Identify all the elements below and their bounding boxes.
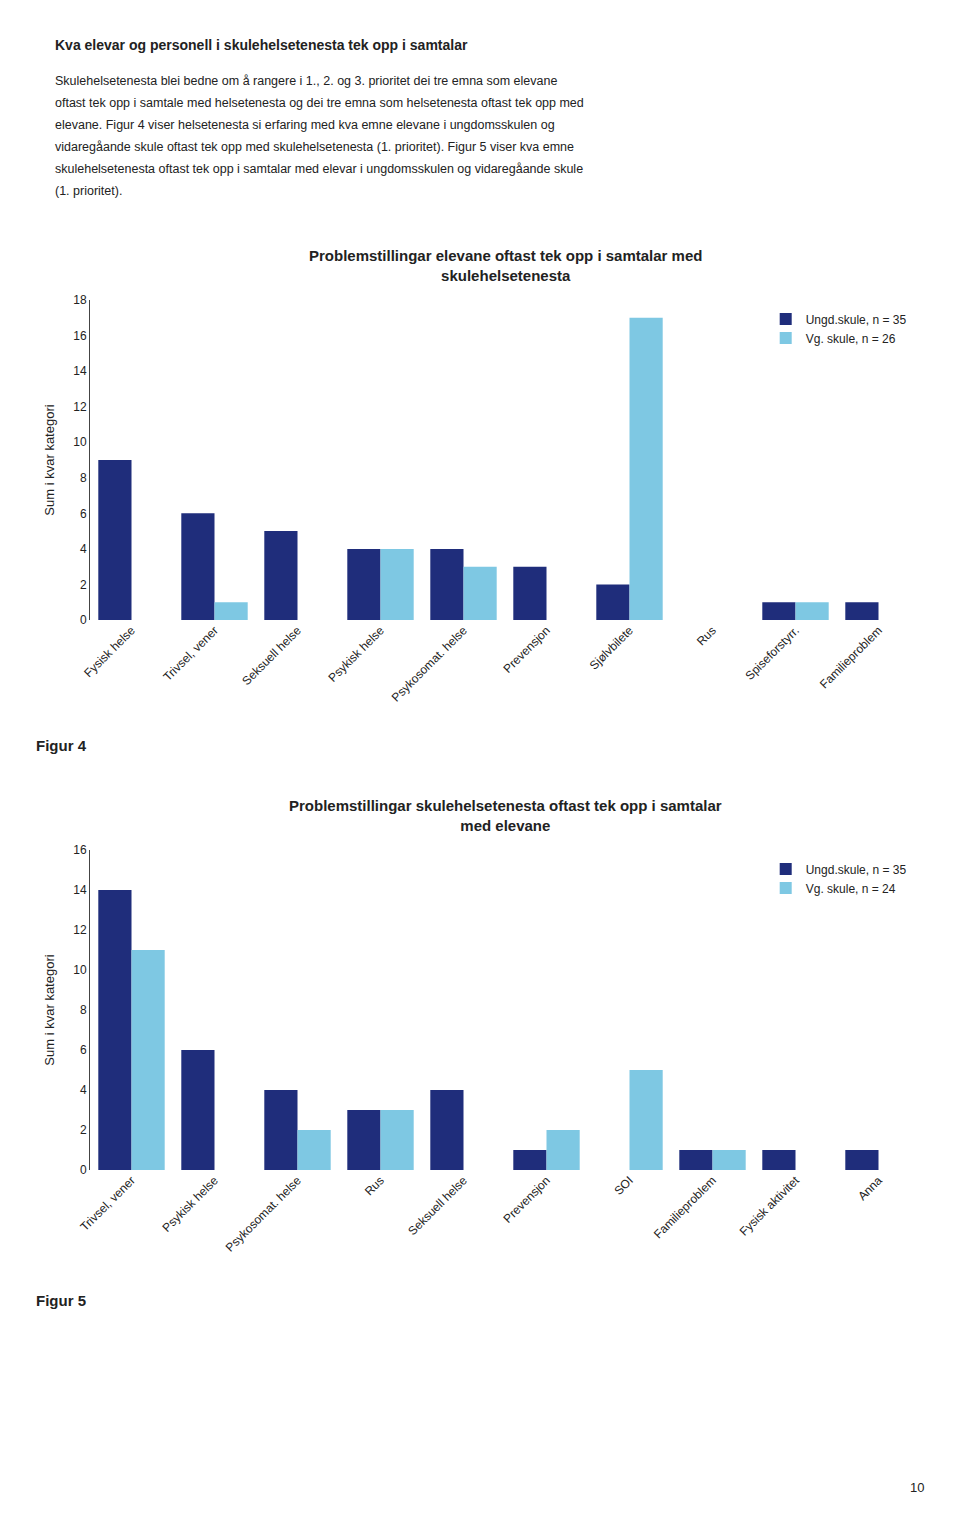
svg-text:8: 8 <box>80 1003 87 1017</box>
svg-text:Vg. skule, n = 26: Vg. skule, n = 26 <box>806 332 896 346</box>
svg-text:Problemstillingar skulehelsete: Problemstillingar skulehelsetenesta ofta… <box>289 797 722 834</box>
svg-text:Seksuell helse: Seksuell helse <box>405 1173 470 1238</box>
svg-text:Vg. skule, n = 24: Vg. skule, n = 24 <box>806 882 896 896</box>
svg-text:Skulehelsetenesta blei bedne o: Skulehelsetenesta blei bedne om å ranger… <box>55 74 557 88</box>
svg-text:Rus: Rus <box>362 1173 387 1198</box>
svg-text:8: 8 <box>80 471 87 485</box>
svg-text:skulehelsetenesta oftast tek o: skulehelsetenesta oftast tek opp i samta… <box>55 162 583 176</box>
svg-text:Familieproblem: Familieproblem <box>817 623 885 691</box>
svg-text:Figur 4: Figur 4 <box>36 737 87 754</box>
svg-text:Sjølvbilete: Sjølvbilete <box>587 623 636 672</box>
svg-text:12: 12 <box>73 400 87 414</box>
svg-text:Fysisk aktivitet: Fysisk aktivitet <box>737 1173 803 1239</box>
svg-text:4: 4 <box>80 1083 87 1097</box>
svg-text:14: 14 <box>73 364 87 378</box>
svg-text:14: 14 <box>73 883 87 897</box>
svg-text:Anna: Anna <box>855 1173 885 1203</box>
svg-text:12: 12 <box>73 923 87 937</box>
svg-text:2: 2 <box>80 578 87 592</box>
svg-text:Trivsel, vener: Trivsel, vener <box>77 1173 138 1234</box>
svg-text:elevane. Figur 4 viser helsete: elevane. Figur 4 viser helsetenesta si e… <box>55 118 555 132</box>
svg-text:Familieproblem: Familieproblem <box>651 1173 719 1241</box>
svg-text:SOI: SOI <box>611 1173 636 1198</box>
svg-text:10: 10 <box>73 963 87 977</box>
svg-text:Figur 5: Figur 5 <box>36 1292 86 1309</box>
svg-text:6: 6 <box>80 507 87 521</box>
svg-text:Spiseforstyrr.: Spiseforstyrr. <box>742 623 801 682</box>
svg-text:Prevensjon: Prevensjon <box>501 1173 553 1225</box>
svg-text:Psykisk helse: Psykisk helse <box>326 623 388 685</box>
svg-text:Sum i kvar kategori: Sum i kvar kategori <box>42 954 57 1065</box>
svg-text:Fysisk helse: Fysisk helse <box>81 623 138 680</box>
svg-text:Psykosomat. helse: Psykosomat. helse <box>223 1173 304 1254</box>
svg-text:6: 6 <box>80 1043 87 1057</box>
svg-text:18: 18 <box>73 293 87 307</box>
svg-text:Prevensjon: Prevensjon <box>501 623 553 675</box>
svg-text:Ungd.skule, n = 35: Ungd.skule, n = 35 <box>806 313 907 327</box>
svg-text:0: 0 <box>80 1163 87 1177</box>
svg-text:16: 16 <box>73 329 87 343</box>
svg-text:Rus: Rus <box>694 623 719 648</box>
svg-text:Psykisk helse: Psykisk helse <box>160 1173 222 1235</box>
svg-text:Trivsel, vener: Trivsel, vener <box>160 623 221 684</box>
svg-text:Kva elevar og personell i skul: Kva elevar og personell i skulehelsetene… <box>55 37 468 53</box>
svg-text:Problemstillingar elevane ofta: Problemstillingar elevane oftast tek opp… <box>309 247 702 284</box>
svg-text:Sum i kvar kategori: Sum i kvar kategori <box>42 404 57 515</box>
svg-text:Ungd.skule, n = 35: Ungd.skule, n = 35 <box>806 863 907 877</box>
svg-text:10: 10 <box>73 435 87 449</box>
svg-text:(1. prioritet).: (1. prioritet). <box>55 184 122 198</box>
svg-text:0: 0 <box>80 613 87 627</box>
svg-text:16: 16 <box>73 843 87 857</box>
svg-text:2: 2 <box>80 1123 87 1137</box>
svg-text:Psykosomat. helse: Psykosomat. helse <box>389 623 470 704</box>
svg-text:oftast tek opp i samtale med h: oftast tek opp i samtale med helsetenest… <box>55 96 584 110</box>
svg-text:vidaregåande skule oftast tek: vidaregåande skule oftast tek opp med sk… <box>55 140 574 154</box>
svg-text:4: 4 <box>80 542 87 556</box>
svg-text:10: 10 <box>910 1480 924 1495</box>
svg-text:Seksuell helse: Seksuell helse <box>239 623 304 688</box>
